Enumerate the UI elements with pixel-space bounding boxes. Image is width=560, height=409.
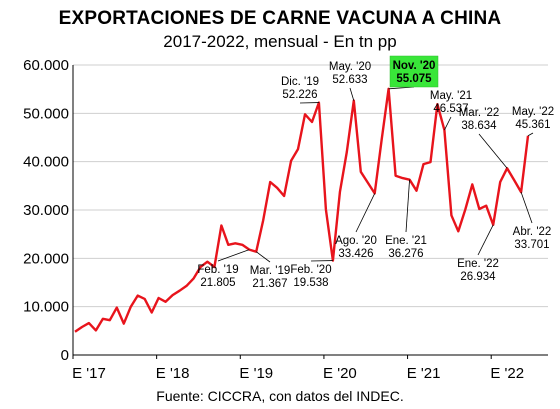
x-tick-label: E '17 xyxy=(72,365,106,382)
annotation-date: May. '20 xyxy=(329,61,371,73)
annotation-value: 33.701 xyxy=(514,239,549,251)
annotation-value: 36.276 xyxy=(388,248,423,260)
y-tick-label: 20.000 xyxy=(23,250,69,267)
series-line xyxy=(74,87,530,333)
annotation-leader xyxy=(217,249,250,262)
y-tick-label: 50.000 xyxy=(23,105,69,122)
annotation-leader xyxy=(349,87,355,101)
annotation-value: 21.805 xyxy=(200,277,235,289)
annotation-leader xyxy=(444,116,452,131)
annotation-date: May. '21 xyxy=(430,90,472,102)
annotation-date: Abr. '22 xyxy=(513,226,552,238)
x-tick-label: E '21 xyxy=(407,365,441,382)
annotation-date: Ene. '21 xyxy=(385,235,427,247)
annotation-value: 46.537 xyxy=(433,103,468,115)
x-tick-label: E '18 xyxy=(156,365,190,382)
annotation-date: Nov. '20 xyxy=(393,60,436,72)
annotation-leader xyxy=(355,193,376,233)
y-tick-label: 60.000 xyxy=(23,57,69,74)
annotation-leader xyxy=(477,224,494,256)
annotation-leader xyxy=(478,133,508,169)
y-tick-label: 40.000 xyxy=(23,154,69,171)
annotation-date: Dic. '19 xyxy=(281,76,319,88)
y-tick-label: 30.000 xyxy=(23,202,69,219)
y-tick-label: 0 xyxy=(61,347,69,364)
annotation-leader xyxy=(405,179,410,233)
annotation-date: Feb. '19 xyxy=(197,264,238,276)
annotation-value: 26.934 xyxy=(460,271,496,283)
x-tick-label: E '19 xyxy=(239,365,273,382)
annotation-value: 19.538 xyxy=(293,277,328,289)
chart-subtitle: 2017-2022, mensual - En tn pp xyxy=(163,32,397,51)
annotation-leader xyxy=(388,86,415,90)
annotation-leader xyxy=(520,191,533,224)
annotation-value: 52.226 xyxy=(282,89,317,101)
annotation-leader xyxy=(527,132,534,137)
annotation-highlight xyxy=(389,55,439,88)
annotation-value: 21.367 xyxy=(252,278,287,290)
annotation-value: 45.361 xyxy=(515,119,550,131)
annotation-value: 38.634 xyxy=(461,120,497,132)
annotation-date: Mar. '22 xyxy=(459,107,500,119)
annotation-value: 55.075 xyxy=(396,73,432,85)
annotation-date: Ago. '20 xyxy=(335,235,377,247)
annotation-date: Mar. '19 xyxy=(250,265,291,277)
annotation-leader xyxy=(255,251,271,263)
x-tick-label: E '22 xyxy=(490,365,524,382)
annotation-date: Feb. '20 xyxy=(290,264,331,276)
chart-source: Fuente: CICCRA, con datos del INDEC. xyxy=(156,388,404,404)
annotation-value: 52.633 xyxy=(332,74,367,86)
chart-title: EXPORTACIONES DE CARNE VACUNA A CHINA xyxy=(58,8,502,29)
annotation-value: 33.426 xyxy=(338,248,373,260)
annotation-date: May. '22 xyxy=(512,106,554,118)
annotation-date: Ene. '22 xyxy=(457,258,499,270)
x-tick-label: E '20 xyxy=(323,365,357,382)
y-tick-label: 10.000 xyxy=(23,299,69,316)
